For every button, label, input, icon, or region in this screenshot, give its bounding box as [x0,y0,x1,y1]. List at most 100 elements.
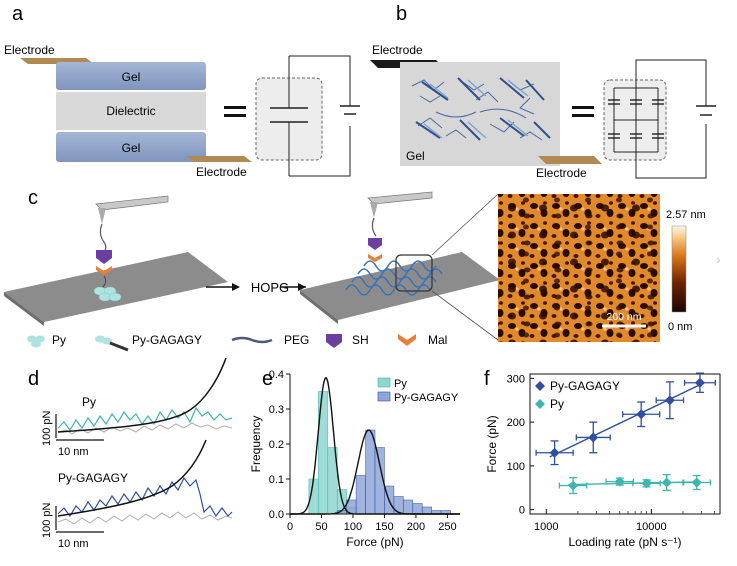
afm-height-image: 200 nm [498,194,660,342]
y-tick-label: 0.1 [269,474,284,486]
histogram-bar [393,496,404,515]
gel-bottom-layer [56,132,206,162]
trace-py-teal [57,406,233,432]
afm-colorbar [671,225,687,313]
hopg-substrate-left [4,252,228,322]
mal-icon-left [96,266,112,275]
x-tick-label: 150 [375,521,393,533]
y-tick-label: 100 [507,461,525,473]
trace-pygagagy-blue [57,476,233,518]
py-gagagy-legend-icon [95,335,129,352]
histogram-bar [412,503,423,515]
gel-label-b: Gel [406,149,425,163]
panel-e: e 0 50 100 150 200 250 0.0 0.1 0.2 0.3 0.4 Force (p… [249,368,460,549]
capacitor-network-circuit-b [603,59,716,179]
force-histogram: 0 50 100 150 200 250 0.0 0.1 0.2 0.3 0.4 Force (pN)… [249,369,460,549]
afm-colorbar-max: 2.57 nm [666,209,706,221]
sh-legend-icon [326,334,342,348]
y-tick-label: 300 [507,373,525,385]
panel-letter-e: e [262,368,273,390]
equals-sign-b [572,106,594,109]
electrode-label-top-a: Electrode [4,43,55,57]
panel-c: c HOPG [4,187,721,352]
x-axis-label: Force (pN) [346,535,403,549]
x-scalebar-label-top: 10 nm [58,446,89,458]
y-tick-label: 200 [507,417,525,429]
y-axis-label: Frequency [249,416,263,473]
histogram-bar [355,475,366,515]
mal-legend-icon [398,334,416,346]
hopg-substrate-right [300,252,500,320]
y-tick-label: 0.4 [269,369,284,381]
legend-peg: PEG [284,333,309,347]
panel-d: d Py 100 pN 10 nm Py-GAGAGY 100 pN 10 nm [28,357,233,550]
afm-tip-left [98,208,106,224]
trace-label-py: Py [82,395,96,409]
data-point-diamond [568,480,579,491]
legend-py-gagagy: Py-GAGAGY [132,333,202,347]
x-tick-label: 1000 [534,521,558,533]
x-axis-label: Loading rate (pN s⁻¹) [568,535,681,549]
y-tick-label: 0.0 [269,509,284,521]
panel-letter-f: f [484,368,490,390]
peg-legend-icon [231,336,273,344]
fit-curve-py [57,357,227,433]
trace-py-gray [57,422,233,435]
data-point-diamond [661,477,672,488]
legend-label: Py [394,378,407,390]
afm-colorbar-min: 0 nm [668,321,692,333]
afm-tip-right [370,202,378,218]
legend-marker [535,381,545,391]
py-legend-icon [27,335,45,348]
trace-pygagagy-gray [57,511,233,525]
histogram-bar [421,506,432,515]
legend-swatch [377,391,391,402]
panel-letter-a: a [12,3,24,25]
mal-icon-right [368,254,382,262]
legend-label: Py-GAGAGY [394,392,459,404]
legend-mal: Mal [428,333,447,347]
legend-label: Py-GAGAGY [550,379,620,393]
data-point-diamond [641,478,652,489]
histogram-bar [365,429,376,515]
electrode-label-bottom-a: Electrode [196,165,247,179]
trace-label-py-gagagy: Py-GAGAGY [58,471,128,485]
data-point-diamond [588,432,599,443]
x-tick-label: 200 [407,521,425,533]
polymer-network-b [411,77,551,141]
hopg-label: HOPG [251,280,289,295]
sh-tip-icon [96,250,112,264]
plot-frame [529,373,721,515]
legend-marker [535,399,545,409]
electrode-bottom-a [186,156,252,162]
y-scalebar-label-top: 100 pN [41,410,53,446]
electrode-label-bottom-b: Electrode [536,166,587,180]
y-axis-label: Force (pN) [485,415,499,472]
panel-b: b Electrode Gel Electrode [370,3,716,180]
fit-line [549,382,705,458]
y-tick-label: 0 [519,505,525,517]
panel-c-legend: Py Py-GAGAGY PEG SH Mal [27,333,447,352]
sh-tip-icon-right [368,238,382,250]
afm-cantilever-left [95,195,169,211]
y-tick-label: 0.2 [269,439,284,451]
data-point-diamond [694,377,705,388]
panel-letter-c: c [28,187,38,209]
panel-a: a Electrode Gel Dielectric Gel Electrode [4,3,360,179]
panel-f: f 1000 10000 0 100 200 300 Loading rate (pN s⁻… [484,368,721,549]
data-point-diamond [691,477,702,488]
legend-swatch [377,377,391,388]
x-scalebar-label-bottom: 10 nm [58,538,89,550]
y-tick-label: 0.3 [269,404,284,416]
py-molecule-left [93,286,122,302]
zoom-region-box [395,254,433,292]
faint-arrow-glyph: › [716,251,721,267]
y-scalebar-label-bottom: 100 pN [41,502,53,538]
data-point-diamond [614,476,625,487]
equals-sign-a [224,106,246,109]
x-tick-label: 50 [315,521,327,533]
legend-py: Py [52,333,66,347]
legend-label: Py [550,397,564,411]
x-tick-label: 0 [287,521,293,533]
gel-top-layer [56,62,206,90]
